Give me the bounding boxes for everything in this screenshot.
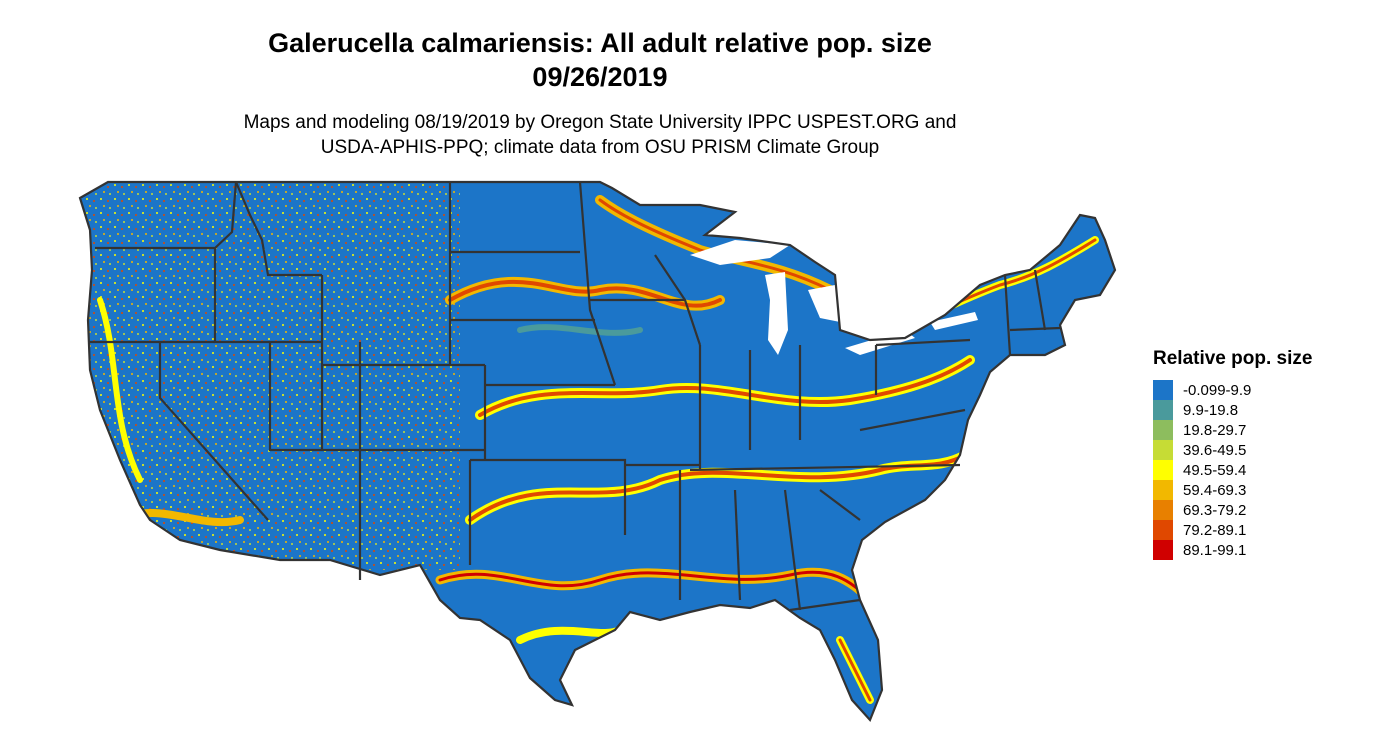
legend-swatch: [1153, 400, 1173, 420]
title-line-1: Galerucella calmariensis: All adult rela…: [268, 28, 932, 58]
state-borders: [78, 180, 1117, 722]
map-subtitle: Maps and modeling 08/19/2019 by Oregon S…: [150, 110, 1050, 160]
lake-erie: [845, 330, 915, 355]
map-title: Galerucella calmariensis: All adult rela…: [200, 26, 1000, 94]
legend-item: 89.1-99.1: [1153, 540, 1312, 560]
legend-label: -0.099-9.9: [1183, 381, 1252, 399]
legend-label: 19.8-29.7: [1183, 421, 1247, 439]
legend-swatch: [1153, 500, 1173, 520]
lake-ontario: [930, 312, 978, 330]
legend-label: 89.1-99.1: [1183, 541, 1247, 559]
legend-items: -0.099-9.9 9.9-19.8 19.8-29.7 39.6-49.5 49.5…: [1153, 380, 1312, 560]
legend-label: 39.6-49.5: [1183, 441, 1247, 459]
legend-item: 69.3-79.2: [1153, 500, 1312, 520]
legend-swatch: [1153, 480, 1173, 500]
legend-item: 79.2-89.1: [1153, 520, 1312, 540]
legend-swatch: [1153, 380, 1173, 400]
legend-label: 59.4-69.3: [1183, 481, 1247, 499]
lake-michigan: [765, 272, 788, 355]
legend-swatch: [1153, 420, 1173, 440]
subtitle-line-1: Maps and modeling 08/19/2019 by Oregon S…: [243, 112, 957, 133]
legend-title: Relative pop. size: [1153, 348, 1313, 369]
legend-swatch: [1153, 460, 1173, 480]
title-line-2: 09/26/2019: [532, 62, 668, 92]
map-legend: Relative pop. size -0.099-9.9 9.9-19.8 19.…: [1153, 348, 1312, 560]
legend-item: 59.4-69.3: [1153, 480, 1312, 500]
legend-swatch: [1153, 440, 1173, 460]
legend-label: 9.9-19.8: [1183, 401, 1239, 419]
legend-label: 49.5-59.4: [1183, 461, 1247, 479]
legend-swatch: [1153, 540, 1173, 560]
legend-swatch: [1153, 520, 1173, 540]
legend-item: 49.5-59.4: [1153, 460, 1312, 480]
legend-label: 79.2-89.1: [1183, 521, 1247, 539]
legend-item: -0.099-9.9: [1153, 380, 1312, 400]
legend-item: 19.8-29.7: [1153, 420, 1312, 440]
legend-item: 9.9-19.8: [1153, 400, 1312, 420]
legend-label: 69.3-79.2: [1183, 501, 1247, 519]
legend-item: 39.6-49.5: [1153, 440, 1312, 460]
subtitle-line-2: USDA-APHIS-PPQ; climate data from OSU PR…: [320, 137, 880, 158]
lake-superior: [690, 240, 790, 265]
